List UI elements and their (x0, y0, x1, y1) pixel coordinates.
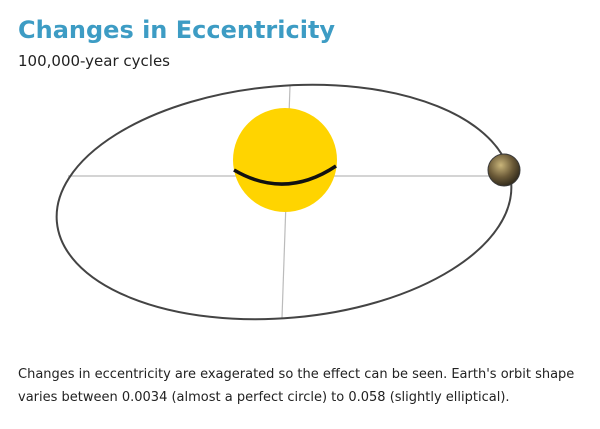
sun (233, 108, 337, 212)
earth (487, 153, 521, 187)
sun-disk (233, 108, 337, 212)
caption-text: Changes in eccentricity are exagerated s… (18, 367, 575, 405)
sun-equator-band (233, 164, 337, 186)
earth-globe (488, 154, 520, 186)
page-title: Changes in Eccentricity (18, 16, 336, 44)
page-subtitle: 100,000-year cycles (18, 52, 170, 70)
earth-rim (487, 153, 521, 187)
